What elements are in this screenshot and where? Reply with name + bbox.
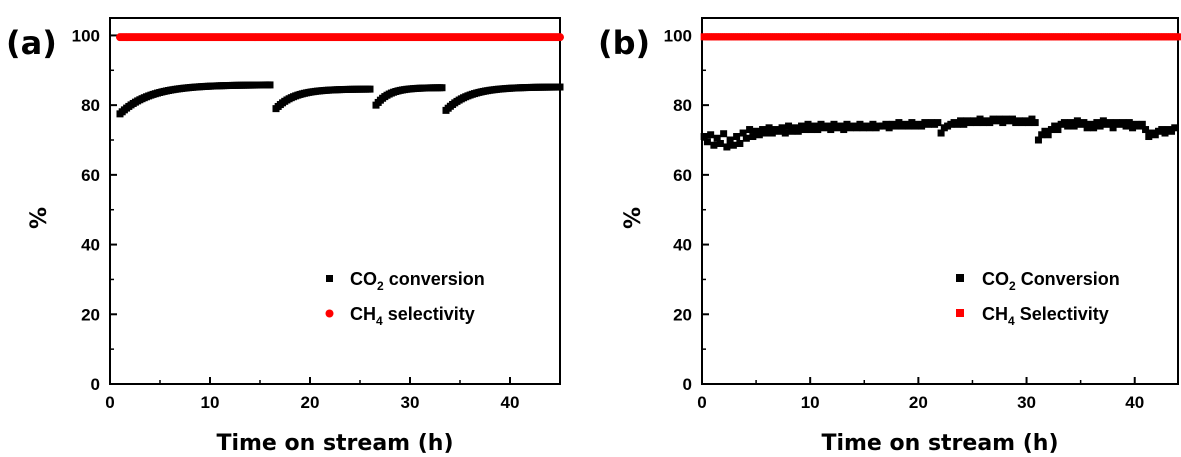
panel-b-x-tick-label: 0 bbox=[697, 393, 706, 412]
panel-a-y-tick-label: 40 bbox=[81, 236, 100, 255]
panel-b-co2-point bbox=[934, 119, 942, 127]
panel-b-y-tick-label: 100 bbox=[664, 26, 692, 45]
panel-b-y-tick-label: 60 bbox=[673, 166, 692, 185]
panel-a-co2-point bbox=[266, 81, 274, 89]
panel-b-co2-point bbox=[703, 138, 711, 146]
panel-b-x-tick-label: 30 bbox=[1017, 393, 1036, 412]
panel-a-co2-point bbox=[366, 85, 374, 93]
panel-b-co2-point bbox=[1171, 124, 1179, 132]
panel-a-y-tick-label: 100 bbox=[72, 26, 100, 45]
panel-b-co2-point bbox=[1138, 120, 1146, 128]
panel-b-co2-point bbox=[1090, 124, 1098, 132]
panel-a-x-tick-label: 30 bbox=[401, 393, 420, 412]
panel-b-legend-label-co2: CO2 Conversion bbox=[982, 269, 1120, 293]
panel-b-x-tick-label: 20 bbox=[909, 393, 928, 412]
panel-b-co2-point bbox=[755, 131, 763, 139]
panel-b-y-axis-title: % bbox=[621, 207, 646, 229]
panel-b-co2-point bbox=[804, 120, 812, 128]
panel-b-marks bbox=[700, 33, 1181, 151]
panel-b-legend-marker-co2 bbox=[956, 274, 964, 282]
panel-b-co2-point bbox=[794, 127, 802, 135]
panel-b-x-tick-label: 10 bbox=[801, 393, 820, 412]
panel-a-legend-marker-co2 bbox=[326, 275, 333, 282]
panel-a-co2-point bbox=[438, 84, 446, 92]
panel-a-x-tick-label: 10 bbox=[201, 393, 220, 412]
panel-b-co2-point bbox=[778, 124, 786, 132]
panel-b-co2-point bbox=[1031, 119, 1039, 127]
panel-a-y-tick-label: 0 bbox=[91, 375, 100, 394]
panel-b-co2-point bbox=[739, 129, 747, 137]
panel-b-co2-point bbox=[1054, 126, 1062, 134]
panel-a-x-tick-label: 0 bbox=[105, 393, 114, 412]
panel-b-co2-point bbox=[937, 129, 945, 137]
panel-a-y-tick-label: 60 bbox=[81, 166, 100, 185]
panel-a-x-axis-title: Time on stream (h) bbox=[216, 431, 453, 456]
panel-b-label: (b) bbox=[598, 24, 650, 62]
panel-b-ticks: 0 10 20 30 40 0 20 40 60 80 100 bbox=[664, 26, 1145, 412]
panel-b-x-axis-title: Time on stream (h) bbox=[821, 431, 1058, 456]
panel-a-y-tick-label: 20 bbox=[81, 305, 100, 324]
panel-b-co2-point bbox=[716, 139, 724, 147]
panel-b-co2-point bbox=[749, 133, 757, 141]
panel-a-x-tick-label: 40 bbox=[501, 393, 520, 412]
panel-b-co2-point bbox=[781, 129, 789, 137]
panel-b-y-tick-label: 40 bbox=[673, 236, 692, 255]
panel-a-plot-frame bbox=[109, 17, 561, 385]
panel-b-co2-point bbox=[1080, 119, 1088, 127]
panel-a-legend-label-co2: CO2 conversion bbox=[350, 269, 485, 293]
panel-b-co2-point bbox=[726, 136, 734, 144]
panel-b-co2-point bbox=[1106, 119, 1114, 127]
panel-b-co2-point bbox=[1044, 131, 1052, 139]
panel-b-co2-point bbox=[814, 126, 822, 134]
panel-b-co2-point bbox=[729, 141, 737, 149]
panel-b-co2-point bbox=[1096, 122, 1104, 130]
panel-a-co2-point bbox=[556, 83, 564, 91]
panel-b-co2-point bbox=[710, 141, 718, 149]
panel-b-co2-point bbox=[700, 133, 708, 141]
panel-a: (a) Time on stream (h) % 0 10 20 30 40 0 20 40 6… bbox=[6, 17, 564, 456]
panel-b-co2-point bbox=[736, 139, 744, 147]
panel-a-marks bbox=[116, 33, 564, 118]
panel-a-legend-label-ch4: CH4 selectivity bbox=[350, 304, 475, 328]
panel-b-co2-point bbox=[1034, 136, 1042, 144]
panel-b-co2-point bbox=[723, 143, 731, 151]
panel-b-legend-marker-ch4 bbox=[956, 309, 964, 317]
panel-b-co2-point bbox=[733, 133, 741, 141]
panel-a-legend-marker-ch4 bbox=[325, 309, 334, 318]
panel-a-x-tick-label: 20 bbox=[301, 393, 320, 412]
panel-b-co2-point bbox=[746, 126, 754, 134]
panel-a-legend: CO2 conversion CH4 selectivity bbox=[325, 269, 485, 328]
panel-b-co2-point bbox=[785, 122, 793, 130]
panel-b-co2-point bbox=[827, 126, 835, 134]
panel-b-co2-point bbox=[742, 134, 750, 142]
panel-b-y-tick-label: 0 bbox=[683, 375, 692, 394]
panel-b: (b) Time on stream (h) % 0 10 20 30 40 0 20 40 6… bbox=[598, 17, 1181, 456]
panel-a-label: (a) bbox=[6, 24, 57, 62]
panel-b-legend-label-ch4: CH4 Selectivity bbox=[982, 304, 1109, 328]
panel-b-co2-point bbox=[720, 130, 728, 138]
panel-b-co2-point bbox=[840, 126, 848, 134]
panel-a-y-axis-title: % bbox=[27, 207, 52, 229]
panel-b-co2-point bbox=[713, 134, 721, 142]
panel-b-co2-point bbox=[765, 124, 773, 132]
panel-b-co2-point bbox=[1109, 124, 1117, 132]
panel-b-co2-point bbox=[1125, 119, 1133, 127]
panel-b-y-tick-label: 80 bbox=[673, 96, 692, 115]
panel-b-co2-point bbox=[707, 131, 715, 139]
panel-a-y-tick-label: 80 bbox=[81, 96, 100, 115]
panel-b-co2-point bbox=[801, 126, 809, 134]
panel-b-co2-point bbox=[1142, 126, 1150, 134]
panel-b-co2-point bbox=[1070, 122, 1078, 130]
panel-a-ticks: 0 10 20 30 40 0 20 40 60 80 100 bbox=[72, 26, 520, 412]
panel-b-y-tick-label: 20 bbox=[673, 305, 692, 324]
panel-b-co2-point bbox=[762, 129, 770, 137]
panel-b-ch4-point bbox=[1174, 33, 1181, 41]
panel-a-ch4-point bbox=[556, 33, 564, 42]
panel-b-legend: CO2 Conversion CH4 Selectivity bbox=[956, 269, 1120, 328]
panel-b-x-tick-label: 40 bbox=[1125, 393, 1144, 412]
panel-b-plot-frame bbox=[701, 17, 1179, 385]
